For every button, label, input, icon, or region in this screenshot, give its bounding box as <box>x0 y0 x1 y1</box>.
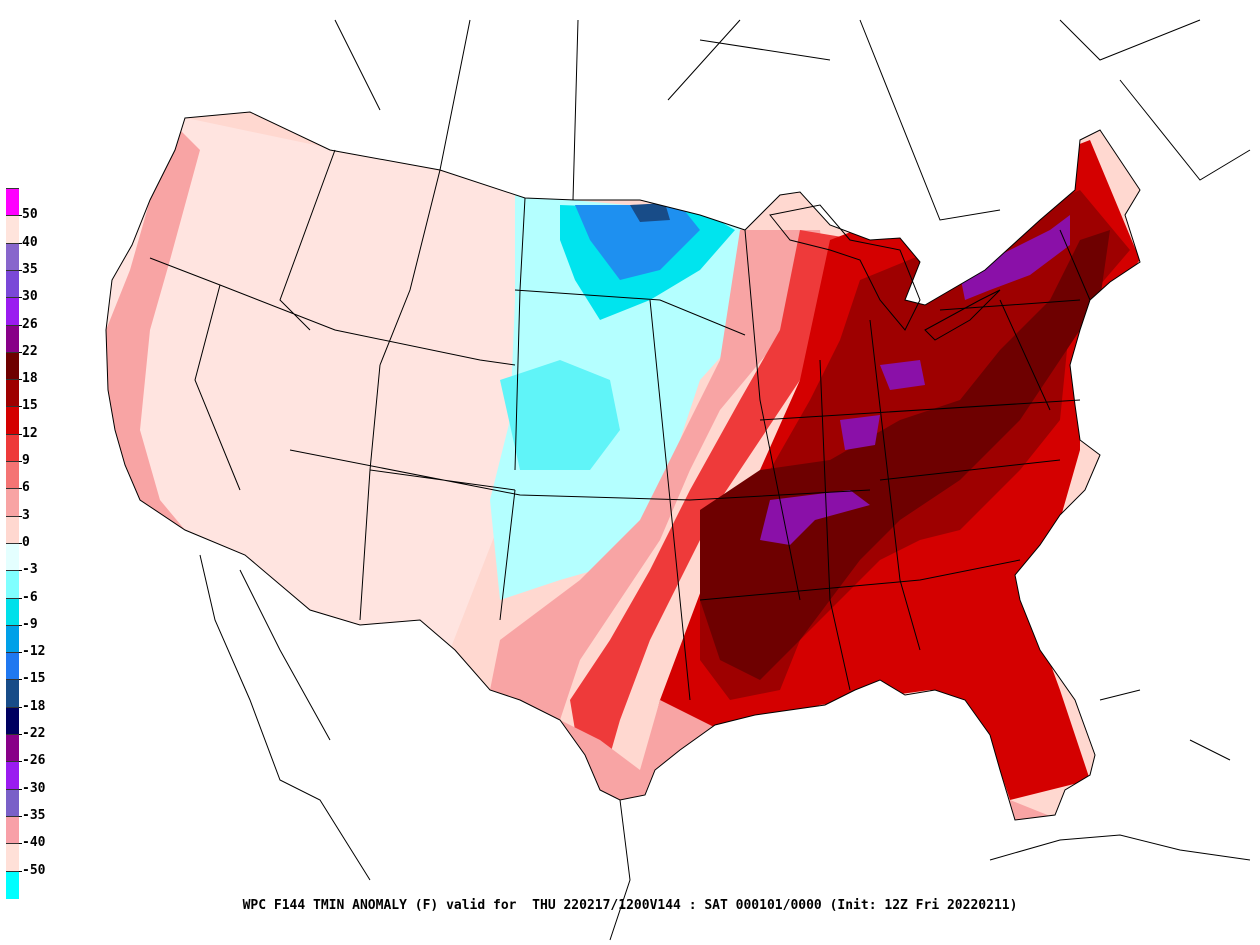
core-warmest-region <box>700 230 1110 680</box>
legend-label: -40 <box>22 835 46 851</box>
legend-swatch <box>6 188 19 216</box>
legend-label: 30 <box>22 289 38 305</box>
legend-label: -50 <box>22 862 46 878</box>
legend-tick <box>19 515 22 517</box>
legend-tick <box>19 488 22 490</box>
legend-tick <box>19 570 22 572</box>
legend-label: 50 <box>22 207 38 223</box>
state-borders <box>149 149 1091 701</box>
legend-label: -12 <box>22 644 46 660</box>
legend-label: 22 <box>22 343 38 359</box>
legend-swatch <box>6 297 19 326</box>
legend-swatch <box>6 679 19 708</box>
legend-tick <box>19 679 22 681</box>
legend-swatch <box>6 461 19 489</box>
legend-swatch <box>6 515 19 544</box>
legend-label: 40 <box>22 234 38 250</box>
legend-tick <box>19 761 22 763</box>
legend-label: 6 <box>22 480 30 496</box>
legend-swatch <box>6 269 19 298</box>
legend-label: 15 <box>22 398 38 414</box>
legend-swatch <box>6 242 19 271</box>
legend-swatch <box>6 706 19 735</box>
legend-tick <box>19 379 22 381</box>
legend-swatch <box>6 433 19 462</box>
ohio-valley-purple-2 <box>840 415 880 450</box>
warm-band-mid <box>570 230 870 790</box>
legend-tick <box>19 652 22 654</box>
legend-swatch <box>6 351 19 380</box>
legend-label: -3 <box>22 562 38 578</box>
legend-swatch <box>6 870 19 899</box>
legend-tick <box>19 433 22 435</box>
northeast-purple <box>960 215 1070 300</box>
legend-tick <box>19 242 22 244</box>
legend-label: 35 <box>22 261 38 277</box>
legend-tick <box>19 351 22 353</box>
legend-swatch <box>6 215 19 244</box>
legend-swatch <box>6 815 19 844</box>
legend-label: 26 <box>22 316 38 332</box>
west-coast-strip <box>106 130 200 530</box>
legend-tick <box>19 215 22 217</box>
legend-swatch <box>6 761 19 790</box>
legend-label: 18 <box>22 371 38 387</box>
legend-swatch <box>6 843 19 872</box>
legend-tick <box>19 788 22 790</box>
legend-label: 3 <box>22 507 30 523</box>
legend-swatch <box>6 406 19 435</box>
legend-tick <box>19 706 22 708</box>
legend-swatch <box>6 734 19 762</box>
legend-swatch <box>6 488 19 517</box>
legend-tick <box>19 406 22 408</box>
legend-swatch <box>6 542 19 571</box>
ohio-valley-purple-1 <box>880 360 925 390</box>
west-mild-region <box>106 112 530 650</box>
legend-label: -26 <box>22 753 46 769</box>
caribbean-lines <box>989 689 1251 861</box>
tennessee-purple <box>760 490 870 545</box>
legend-swatch <box>6 324 19 353</box>
legend-label: -6 <box>22 589 38 605</box>
legend-tick <box>19 734 22 735</box>
legend-label: -35 <box>22 807 46 823</box>
legend-label: 12 <box>22 425 38 441</box>
legend-label: -18 <box>22 698 46 714</box>
legend-tick <box>19 297 22 299</box>
legend-swatch <box>6 788 19 817</box>
legend-label: 9 <box>22 453 30 468</box>
legend-tick <box>19 843 22 845</box>
warm-band-outer <box>490 230 830 720</box>
legend-tick <box>19 815 22 817</box>
legend-tick <box>19 461 22 462</box>
legend-tick <box>19 542 22 544</box>
map-caption: WPC F144 TMIN ANOMALY (F) valid for THU … <box>242 898 1018 913</box>
legend-label: 0 <box>22 534 30 550</box>
legend-swatch <box>6 379 19 408</box>
legend-tick <box>19 269 22 271</box>
canada-lines <box>334 19 1251 221</box>
dakota-coldest-spot <box>630 203 670 222</box>
colorado-cold-region <box>500 360 620 470</box>
legend-label: -22 <box>22 726 46 741</box>
legend-label: -30 <box>22 780 46 796</box>
dakota-very-cold-region <box>575 205 700 280</box>
legend-label: -9 <box>22 616 38 632</box>
legend-swatch <box>6 652 19 681</box>
legend-tick <box>19 597 22 599</box>
mexico-lines <box>199 554 631 941</box>
legend-tick <box>19 624 22 626</box>
legend-tick <box>19 324 22 326</box>
legend-swatch <box>6 597 19 626</box>
boundaries <box>105 19 1251 941</box>
legend-label: -15 <box>22 671 46 687</box>
great-lakes <box>769 204 1001 341</box>
plains-cool-region <box>490 195 745 600</box>
legend-tick <box>19 870 22 872</box>
legend-swatch <box>6 570 19 599</box>
legend-swatch <box>6 624 19 653</box>
